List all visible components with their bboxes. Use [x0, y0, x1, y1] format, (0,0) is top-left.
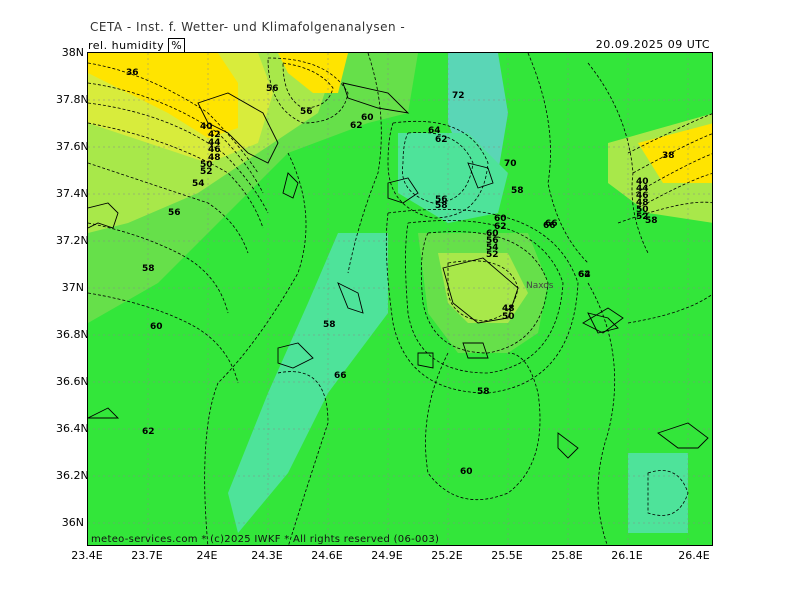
contour-label: 44 — [636, 184, 649, 194]
humidity-map[interactable]: 36 56 56 60 62 72 40 42 44 46 48 50 52 5… — [87, 52, 713, 546]
lat-lon-grid — [88, 53, 712, 545]
contour-label: 36 — [126, 68, 139, 78]
lon-tick-label: 23.4E — [71, 549, 103, 562]
contour-label: 62 — [350, 121, 363, 131]
contour-label: 56 — [168, 208, 181, 218]
contour-label: 50 — [200, 160, 213, 170]
variable-label: rel. humidity% — [88, 38, 186, 53]
contour-label: 40 — [636, 177, 649, 187]
contour-label: 56 — [435, 195, 448, 205]
contour-label: 64 — [578, 270, 591, 280]
contour-label: 58 — [511, 186, 524, 196]
contour-label: 58 — [645, 216, 658, 226]
contour-label: 56 — [486, 236, 499, 246]
contour-label: 70 — [504, 159, 517, 169]
contour-label: 52 — [636, 212, 649, 222]
contour-label: 58 — [435, 201, 448, 211]
lon-tick-label: 25.8E — [551, 549, 583, 562]
contour-label: 58 — [477, 387, 490, 397]
copyright-footer: meteo-services.com * (c)2025 IWKF * All … — [91, 534, 440, 545]
lon-tick-label: 25.5E — [491, 549, 523, 562]
humidity-dry-ne — [638, 123, 712, 183]
contour-label: 48 — [208, 153, 221, 163]
lon-tick-label: 26.1E — [611, 549, 643, 562]
contour-label: 44 — [208, 138, 221, 148]
lon-tick-label: 24.3E — [251, 549, 283, 562]
humidity-dry-n — [278, 53, 348, 93]
contour-label: 66 — [334, 371, 347, 381]
contour-label: 58 — [142, 264, 155, 274]
lat-tick-label: 36.6N — [56, 375, 89, 388]
contour-label: 62 — [142, 427, 155, 437]
place-label-naxos: Naxos — [526, 281, 554, 291]
lon-tick-label: 23.7E — [131, 549, 163, 562]
lon-tick-label: 25.2E — [431, 549, 463, 562]
lat-tick-label: 37.6N — [56, 140, 89, 153]
contour-label: 48 — [636, 198, 649, 208]
contour-label: 42 — [208, 130, 221, 140]
contour-label: 60 — [361, 113, 374, 123]
contour-label: 64 — [428, 126, 441, 136]
lon-tick-label: 26.4E — [678, 549, 710, 562]
contour-label: 54 — [486, 243, 499, 253]
contour-label: 50 — [636, 205, 649, 215]
contour-label: 50 — [502, 312, 515, 322]
contour-label: 72 — [452, 91, 465, 101]
humidity-contours — [88, 53, 712, 545]
coastlines — [88, 82, 709, 459]
lat-tick-label: 37.8N — [56, 93, 89, 106]
contour-label: 56 — [300, 107, 313, 117]
lat-tick-label: 36.2N — [56, 469, 89, 482]
contour-label: 58 — [323, 320, 336, 330]
valid-datetime: 20.09.2025 09 UTC — [595, 38, 710, 51]
lat-tick-label: 38N — [61, 46, 84, 59]
humidity-dry-nw — [88, 53, 238, 138]
contour-label: 62 — [435, 135, 448, 145]
lon-tick-label: 24E — [196, 549, 218, 562]
variable-name: rel. humidity — [88, 39, 165, 52]
lat-tick-label: 36N — [61, 516, 84, 529]
humidity-moist-c — [398, 133, 508, 223]
lat-tick-label: 37N — [61, 281, 84, 294]
contour-label: 38 — [662, 151, 675, 161]
contour-label: 62 — [494, 222, 507, 232]
contour-label: 54 — [192, 179, 205, 189]
chart-source-title: CETA - Inst. f. Wetter- und Klimafolgena… — [90, 20, 406, 34]
contour-label: 40 — [200, 122, 213, 132]
lon-tick-label: 24.9E — [371, 549, 403, 562]
lat-tick-label: 37.2N — [56, 234, 89, 247]
contour-label: 60 — [460, 467, 473, 477]
contour-label: 52 — [200, 167, 213, 177]
unit-badge: % — [168, 38, 186, 53]
contour-label: 60 — [486, 229, 499, 239]
contour-label: 48 — [502, 304, 515, 314]
lat-tick-label: 37.4N — [56, 187, 89, 200]
contour-label: 62 — [578, 270, 591, 280]
humidity-map-svg: 36 56 56 60 62 72 40 42 44 46 48 50 52 5… — [88, 53, 712, 545]
lat-tick-label: 36.4N — [56, 422, 89, 435]
humidity-moist-se — [628, 453, 688, 533]
contour-label: 52 — [486, 250, 499, 260]
contour-label: 66 — [545, 219, 558, 229]
contour-label: 60 — [494, 214, 507, 224]
contour-label: 56 — [266, 84, 279, 94]
lon-tick-label: 24.6E — [311, 549, 343, 562]
contour-label: 60 — [150, 322, 163, 332]
contour-label: 46 — [208, 145, 221, 155]
contour-label: 66 — [543, 221, 556, 231]
contour-label: 46 — [636, 191, 649, 201]
lat-tick-label: 36.8N — [56, 328, 89, 341]
